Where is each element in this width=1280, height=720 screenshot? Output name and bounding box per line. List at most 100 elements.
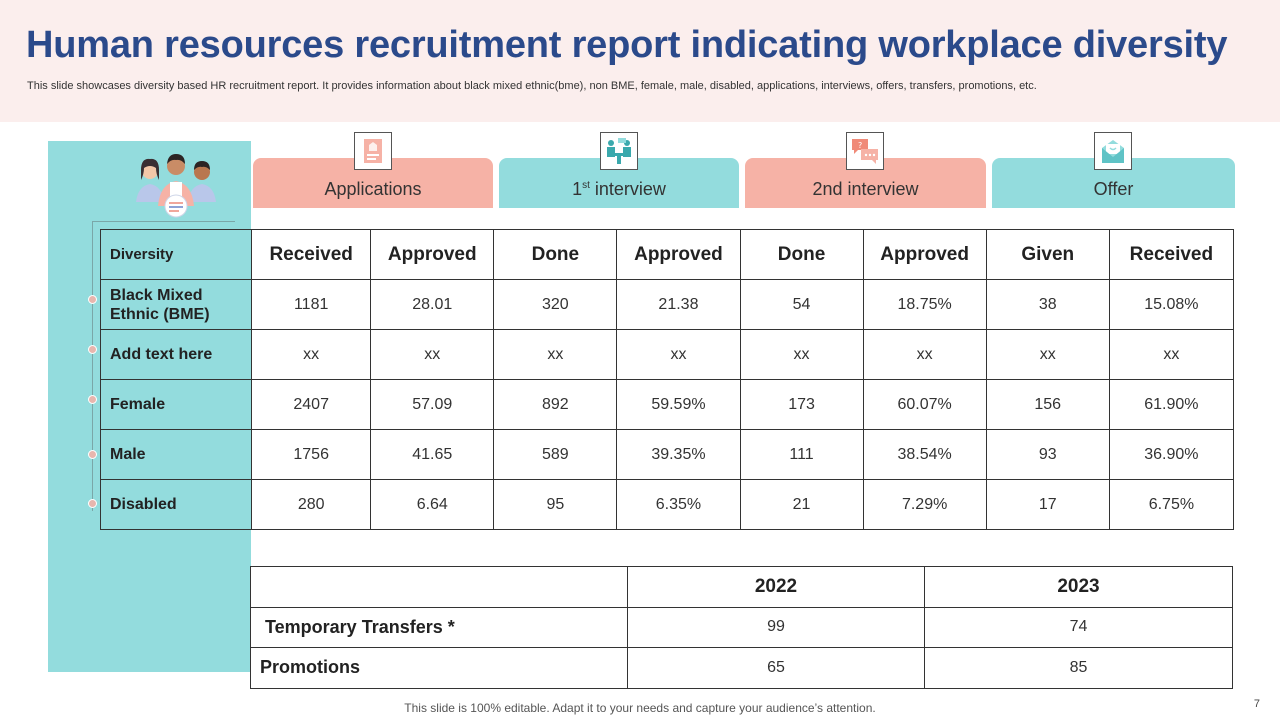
table-cell: 589 (493, 429, 618, 480)
column-header: Given (985, 229, 1110, 280)
table-cell: 36.90% (1108, 429, 1235, 480)
table-cell: 61.90% (1108, 379, 1235, 430)
page-number: 7 (1253, 698, 1260, 710)
tab-first-interview: 1st interview (499, 132, 739, 208)
table-cell: xx (251, 329, 372, 380)
table-cell: xx (862, 329, 987, 380)
table-cell: 892 (493, 379, 618, 430)
tab-label: 2nd interview (812, 179, 919, 199)
tab-label: Offer (1093, 179, 1134, 199)
tab-label: 1st interview (572, 179, 666, 199)
chat-icon: ? (846, 132, 884, 170)
tab-label: Applications (324, 179, 422, 199)
column-header: Done (493, 229, 618, 280)
row-label: Add text here (99, 329, 253, 380)
table-cell: 1181 (251, 279, 372, 330)
table-cell: 39.35% (616, 429, 741, 480)
tree-connector-line (92, 221, 93, 511)
table-header-row: 2022 2023 (250, 566, 1233, 608)
envelope-icon (1094, 132, 1132, 170)
table-header-row: Diversity Received Approved Done Approve… (99, 229, 1235, 280)
table-cell: 59.59% (616, 379, 741, 430)
document-icon (354, 132, 392, 170)
tree-connector-top (92, 221, 235, 222)
table-cell: 99 (627, 606, 925, 648)
table-cell: 65 (627, 647, 925, 689)
column-header: Diversity (99, 229, 253, 280)
meeting-icon (600, 132, 638, 170)
table-cell: 95 (493, 479, 618, 530)
table-cell: 85 (924, 647, 1233, 689)
table-row: Temporary Transfers * 99 74 (250, 606, 1233, 648)
column-header: Received (251, 229, 372, 280)
table-cell: 57.09 (370, 379, 495, 430)
table-cell: 6.64 (370, 479, 495, 530)
table-cell: xx (493, 329, 618, 380)
table-row: Disabled 280 6.64 95 6.35% 21 7.29% 17 6… (99, 479, 1235, 530)
table-cell: 60.07% (862, 379, 987, 430)
table-cell: 156 (985, 379, 1110, 430)
table-cell: 173 (739, 379, 864, 430)
table-cell: 111 (739, 429, 864, 480)
table-cell: xx (739, 329, 864, 380)
tree-dot (88, 395, 97, 404)
row-label: Disabled (99, 479, 253, 530)
table-cell: xx (616, 329, 741, 380)
table-row: Black Mixed Ethnic (BME) 1181 28.01 320 … (99, 279, 1235, 330)
table-cell: 17 (985, 479, 1110, 530)
transfers-promotions-table: 2022 2023 Temporary Transfers * 99 74 Pr… (250, 566, 1233, 689)
table-cell: 21 (739, 479, 864, 530)
table-cell: 21.38 (616, 279, 741, 330)
table-cell: 41.65 (370, 429, 495, 480)
tab-second-interview: ? 2nd interview (745, 132, 986, 208)
footer-note: This slide is 100% editable. Adapt it to… (404, 701, 876, 715)
column-header: Approved (370, 229, 495, 280)
table-cell: xx (370, 329, 495, 380)
table-row: Add text here xx xx xx xx xx xx xx xx (99, 329, 1235, 380)
table-cell: 6.35% (616, 479, 741, 530)
table-cell: 18.75% (862, 279, 987, 330)
table-cell: 1756 (251, 429, 372, 480)
table-cell: 93 (985, 429, 1110, 480)
column-header: Approved (862, 229, 987, 280)
page-title: Human resources recruitment report indic… (26, 24, 1228, 66)
year-header: 2023 (924, 566, 1233, 608)
table-cell: 2407 (251, 379, 372, 430)
column-header: Approved (616, 229, 741, 280)
tab-applications: Applications (253, 132, 493, 208)
diversity-table: Diversity Received Approved Done Approve… (99, 229, 1235, 530)
table-cell: 28.01 (370, 279, 495, 330)
table-row: Promotions 65 85 (250, 647, 1233, 689)
header-band: Human resources recruitment report indic… (0, 0, 1280, 122)
row-label: Male (99, 429, 253, 480)
tree-dot (88, 450, 97, 459)
tree-dot (88, 295, 97, 304)
table-cell: 6.75% (1108, 479, 1235, 530)
tab-offer: Offer (992, 132, 1235, 208)
svg-text:?: ? (858, 141, 862, 150)
table-cell: 320 (493, 279, 618, 330)
page-subtitle: This slide showcases diversity based HR … (27, 80, 1037, 92)
table-cell: 54 (739, 279, 864, 330)
row-label: Black Mixed Ethnic (BME) (99, 279, 253, 330)
table-cell: 74 (924, 606, 1233, 648)
row-label: Promotions (250, 647, 628, 689)
table-cell: 15.08% (1108, 279, 1235, 330)
tree-dot (88, 499, 97, 508)
table-cell: 38.54% (862, 429, 987, 480)
table-row: Male 1756 41.65 589 39.35% 111 38.54% 93… (99, 429, 1235, 480)
table-cell: xx (1108, 329, 1235, 380)
table-cell: 280 (251, 479, 372, 530)
empty-header-cell (250, 566, 628, 608)
table-cell: xx (985, 329, 1110, 380)
column-header: Received (1108, 229, 1235, 280)
people-group-icon (136, 154, 216, 218)
table-row: Female 2407 57.09 892 59.59% 173 60.07% … (99, 379, 1235, 430)
year-header: 2022 (627, 566, 925, 608)
row-label: Temporary Transfers * (250, 606, 628, 648)
table-cell: 38 (985, 279, 1110, 330)
tree-dot (88, 345, 97, 354)
column-header: Done (739, 229, 864, 280)
row-label: Female (99, 379, 253, 430)
table-cell: 7.29% (862, 479, 987, 530)
